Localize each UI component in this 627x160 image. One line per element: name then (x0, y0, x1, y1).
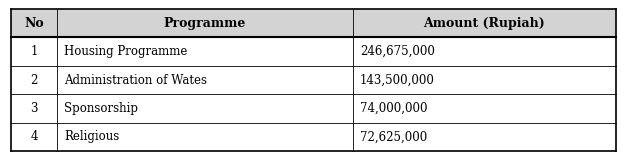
Text: 74,000,000: 74,000,000 (360, 102, 428, 115)
Bar (353, 9, 616, 37)
Text: Housing Programme: Housing Programme (64, 45, 187, 58)
Bar (56, 94, 353, 123)
Text: Amount (Rupiah): Amount (Rupiah) (423, 16, 545, 30)
Text: 3: 3 (30, 102, 38, 115)
Bar (11, 123, 56, 151)
Text: Sponsorship: Sponsorship (64, 102, 138, 115)
Bar (56, 9, 353, 37)
Bar (353, 123, 616, 151)
Bar (56, 123, 353, 151)
Text: 1: 1 (30, 45, 38, 58)
Text: 72,625,000: 72,625,000 (360, 130, 427, 144)
Bar (11, 9, 56, 37)
Bar (11, 37, 56, 66)
Text: No: No (24, 16, 44, 30)
Text: Administration of Wates: Administration of Wates (64, 73, 207, 87)
Bar (11, 9, 616, 151)
Bar (353, 66, 616, 94)
Text: 2: 2 (30, 73, 38, 87)
Bar (353, 94, 616, 123)
Text: 4: 4 (30, 130, 38, 144)
Text: 143,500,000: 143,500,000 (360, 73, 435, 87)
Bar (353, 37, 616, 66)
Bar (56, 37, 353, 66)
Text: Religious: Religious (64, 130, 119, 144)
Bar (11, 66, 56, 94)
Bar (11, 94, 56, 123)
Text: 246,675,000: 246,675,000 (360, 45, 435, 58)
Text: Programme: Programme (164, 16, 246, 30)
Bar (56, 66, 353, 94)
